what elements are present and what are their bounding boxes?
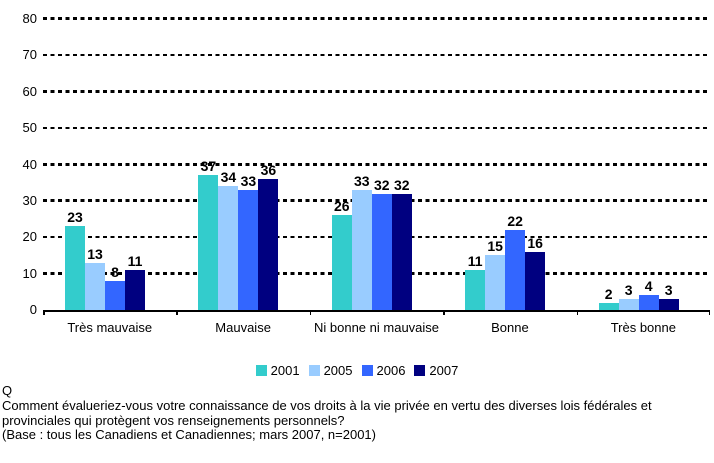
axis-tick	[708, 310, 710, 315]
axis-tick	[176, 310, 178, 315]
bar-value-label: 3	[624, 282, 633, 299]
bar-value-label: 23	[67, 209, 83, 226]
gridline-40	[43, 162, 710, 166]
category-label: Mauvaise	[215, 320, 271, 335]
bar-value-label: 13	[87, 245, 103, 262]
legend-label: 2005	[323, 362, 353, 378]
category-label: Ni bonne ni mauvaise	[314, 320, 440, 335]
legend-swatch	[361, 364, 373, 376]
bar-2001	[198, 175, 219, 310]
bar-2006	[371, 193, 392, 310]
bar-group: 37 34 33 36	[176, 19, 309, 310]
axis-tick	[576, 310, 579, 315]
bar-2007	[258, 179, 279, 310]
legend-item: 2005	[308, 362, 353, 378]
category-label: Très mauvaise	[67, 320, 153, 335]
gridline-50	[43, 126, 710, 130]
plot-area: 23 13 8 11 37 34 33 36 26 33 32 32 11 15 22 16 2 3 4 3	[43, 17, 710, 315]
bar-value-label: 32	[374, 176, 390, 193]
legend-item: 2007	[414, 363, 458, 378]
footnote: Q Comment évalueriez-vous votre connaiss…	[2, 383, 710, 443]
bar-value-label: 33	[354, 172, 370, 189]
bar-value-label: 26	[334, 198, 350, 215]
y-axis-label: 20	[22, 229, 37, 245]
bar-value-label: 32	[394, 176, 410, 193]
bar-value-label: 15	[487, 238, 503, 255]
bar-value-label: 11	[127, 253, 143, 269]
bar-2005	[351, 189, 372, 310]
bar-2007	[658, 299, 679, 310]
legend-label: 2007	[429, 362, 459, 378]
gridline-70	[43, 53, 710, 57]
question-text: Comment évalueriez-vous votre connaissan…	[2, 397, 652, 428]
legend-item: 2006	[361, 362, 406, 378]
y-axis-label: 80	[22, 11, 37, 26]
bar-2007	[125, 270, 145, 310]
bar-2005	[85, 262, 105, 310]
bar-2005	[485, 255, 506, 310]
bar-value-label: 34	[220, 169, 237, 186]
axis-tick	[43, 310, 45, 315]
y-axis-label: 60	[22, 83, 37, 99]
y-axis-label: 30	[22, 192, 37, 208]
bar-2005	[618, 299, 639, 310]
y-axis: 0 10 20 30 40 50 60 70 80	[0, 12, 37, 316]
bar-value-label: 33	[240, 172, 257, 189]
bar-group: 11 15 22 16	[443, 19, 576, 310]
category-label: Très bonne	[610, 320, 676, 335]
category-label: Bonne	[491, 320, 529, 335]
axis-tick	[443, 310, 445, 315]
bar-2007	[525, 251, 546, 310]
bar-value-label: 8	[111, 263, 119, 280]
gridline-80	[43, 17, 710, 20]
legend-label: 2006	[376, 362, 406, 378]
base-note: (Base : tous les Canadiens et Canadienne…	[2, 427, 376, 443]
bar-2006	[238, 189, 259, 310]
bar-value-label: 36	[260, 162, 277, 179]
bar-value-label: 16	[527, 234, 543, 251]
bar-value-label: 3	[664, 282, 673, 299]
bar-value-label: 4	[644, 278, 653, 295]
bar-2001	[465, 270, 486, 310]
bar-2001	[598, 302, 619, 310]
legend: 2001 2005 2006 2007	[0, 362, 714, 378]
y-axis-label: 50	[22, 120, 37, 136]
y-axis-label: 10	[22, 265, 37, 281]
bar-group: 23 13 8 11	[43, 19, 176, 310]
bar-2001	[331, 215, 352, 310]
bar-2006	[638, 295, 659, 310]
bar-group: 26 33 32 32	[310, 19, 443, 310]
legend-swatch	[308, 364, 320, 376]
gridline-60	[43, 90, 710, 93]
bar-value-label: 37	[200, 158, 217, 175]
bar-2006	[105, 280, 125, 310]
y-axis-label: 0	[29, 302, 37, 317]
legend-item: 2001	[255, 362, 300, 378]
legend-swatch	[414, 364, 426, 376]
x-axis-line	[43, 310, 710, 312]
bar-2001	[65, 226, 85, 310]
question-label: Q	[2, 383, 13, 398]
x-axis-category-labels: Très mauvaise Mauvaise Ni bonne ni mauvais…	[43, 320, 710, 335]
y-axis-label: 40	[22, 156, 37, 172]
legend-label: 2001	[270, 362, 300, 378]
y-axis-label: 70	[22, 47, 37, 63]
axis-tick	[309, 310, 312, 315]
legend-swatch	[255, 364, 267, 376]
bar-2006	[505, 229, 526, 310]
bar-value-label: 22	[507, 212, 523, 229]
bar-value-label: 11	[467, 253, 483, 269]
bar-2005	[218, 186, 239, 310]
bar-2007	[391, 193, 412, 310]
bar-value-label: 2	[604, 285, 613, 302]
